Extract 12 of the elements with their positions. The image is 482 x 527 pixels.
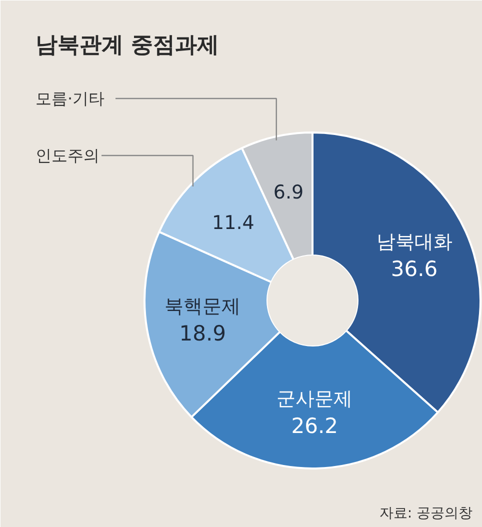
- data-label: 18.9: [179, 322, 226, 346]
- chart-title: 남북관계 중점과제: [36, 33, 220, 58]
- slice-label: 남북대화: [376, 230, 452, 253]
- data-label: 36.6: [390, 256, 438, 281]
- slice-label: 군사문제: [276, 388, 353, 410]
- text: 자료: 공공의창: [379, 506, 473, 522]
- slice-label: 북핵문제: [164, 296, 241, 318]
- data-label: 11.4: [212, 212, 254, 234]
- slice-label: 인도주의: [36, 146, 100, 165]
- slice-label: 모름·기타: [36, 89, 105, 108]
- data-label: 6.9: [273, 182, 304, 204]
- data-label: 26.2: [291, 414, 338, 438]
